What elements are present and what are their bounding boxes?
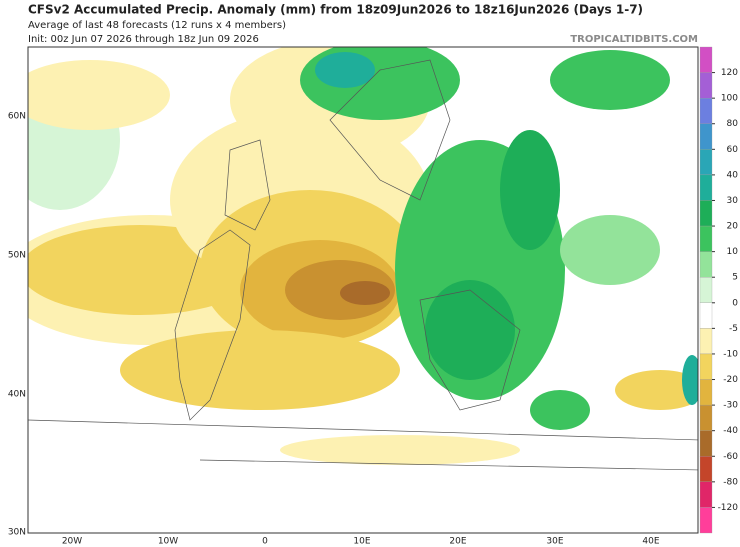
colorbar-label: 20 <box>727 222 739 232</box>
subtitle: Average of last 48 forecasts (12 runs x … <box>28 20 286 31</box>
lat-label: 40N <box>8 390 26 400</box>
lon-label: 20E <box>449 537 466 547</box>
colorbar-box <box>699 46 713 73</box>
colorbar-label: 30 <box>727 196 739 206</box>
lat-label: 30N <box>8 528 26 538</box>
colorbar-label: -20 <box>723 375 738 385</box>
colorbar-box <box>699 481 713 508</box>
colorbar-box <box>699 225 713 252</box>
colorbar-label: 80 <box>727 119 739 129</box>
lon-label: 10E <box>353 537 370 547</box>
colorbar-label: -60 <box>723 452 738 462</box>
colorbar-label: -80 <box>723 477 738 487</box>
lon-label: 10W <box>158 537 178 547</box>
colorbar-box <box>699 379 713 406</box>
map-frame <box>27 46 699 534</box>
colorbar-box <box>699 200 713 227</box>
colorbar-label: 40 <box>727 170 739 180</box>
map-field <box>28 47 698 533</box>
lon-label: 0 <box>262 537 268 547</box>
colorbar-box <box>699 353 713 380</box>
lon-label: 40E <box>642 537 659 547</box>
colorbar-label: 10 <box>727 247 739 257</box>
credit: TROPICALTIDBITS.COM <box>570 34 698 45</box>
lon-label: 20W <box>62 537 82 547</box>
colorbar-label: -30 <box>723 401 738 411</box>
colorbar-box <box>699 456 713 482</box>
colorbar-box <box>699 430 713 457</box>
colorbar-label: -120 <box>718 503 739 513</box>
colorbar-label: 60 <box>727 145 739 155</box>
colorbar-box <box>699 72 713 99</box>
colorbar-label: -40 <box>723 426 738 436</box>
title: CFSv2 Accumulated Precip. Anomaly (mm) f… <box>28 3 643 17</box>
colorbar-box <box>699 174 713 201</box>
colorbar-label: 0 <box>732 298 738 308</box>
colorbar-box <box>699 404 713 431</box>
colorbar-box <box>699 123 713 150</box>
init-line: Init: 00z Jun 07 2026 through 18z Jun 09… <box>28 34 259 45</box>
colorbar-box <box>699 149 713 176</box>
colorbar-box <box>699 302 713 329</box>
colorbar-label: 120 <box>721 68 738 78</box>
colorbar-label: 5 <box>732 273 738 283</box>
lat-label: 60N <box>8 112 26 122</box>
lat-label: 50N <box>8 251 26 261</box>
colorbar-label: -10 <box>723 349 738 359</box>
lon-label: 30E <box>546 537 563 547</box>
colorbar-box <box>699 251 713 278</box>
colorbar-box <box>699 277 713 303</box>
colorbar-box <box>699 328 713 355</box>
colorbar-box <box>699 507 713 534</box>
colorbar-label: -5 <box>729 324 738 334</box>
colorbar-box <box>699 98 713 124</box>
colorbar-label: 100 <box>721 94 738 104</box>
